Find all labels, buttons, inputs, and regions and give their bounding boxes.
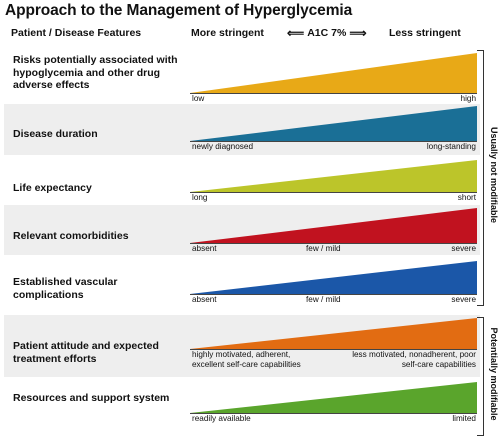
tick-middle: few / mild: [306, 295, 341, 304]
wedge-polygon: [190, 318, 477, 349]
row-label: Disease duration: [13, 128, 98, 140]
wedge-bar: [190, 382, 477, 413]
wedge-bar: [190, 208, 477, 243]
a1c-header: ⟸ A1C 7% ⟹: [287, 27, 367, 39]
tick-end: severe: [451, 244, 476, 253]
group-bracket-not-modifiable: [477, 50, 484, 306]
baseline: [190, 141, 477, 142]
less-stringent-header: Less stringent: [389, 27, 461, 39]
tick-start: low: [192, 94, 205, 103]
tick-start: newly diagnosed: [192, 142, 253, 151]
wedge-bar: [190, 261, 477, 294]
feature-row-hypoglycemia-risk: Risks potentially associated with hypogl…: [4, 45, 480, 103]
wedge-shape: [190, 261, 477, 294]
wedge-polygon: [190, 106, 477, 141]
tick-end: severe: [451, 295, 476, 304]
tick-middle: few / mild: [306, 244, 341, 253]
tick-start: absent: [192, 244, 217, 253]
tick-end: limited: [452, 414, 476, 423]
left-double-arrow-icon: ⟸: [287, 26, 305, 40]
row-label: Resources and support system: [13, 392, 170, 404]
wedge-shape: [190, 160, 477, 192]
baseline: [190, 294, 477, 295]
feature-row-vascular-complications: Established vascular complications absen…: [4, 256, 480, 306]
wedge-polygon: [190, 53, 477, 93]
feature-row-comorbidities: Relevant comorbidities absent few / mild…: [4, 205, 480, 255]
feature-row-life-expectancy: Life expectancy long short: [4, 156, 480, 204]
wedge-bar: [190, 106, 477, 141]
wedge-polygon: [190, 160, 477, 192]
row-label: Life expectancy: [13, 182, 92, 194]
wedge-shape: [190, 106, 477, 141]
tick-end: less motivated, nonadherent, poor self-c…: [352, 350, 476, 369]
side-label-modifiable: Potentially modifiable: [489, 327, 499, 421]
baseline: [190, 243, 477, 244]
baseline: [190, 93, 477, 94]
row-label: Risks potentially associated with hypogl…: [13, 54, 178, 91]
wedge-shape: [190, 53, 477, 93]
tick-end: long-standing: [426, 142, 476, 151]
diagram-title: Approach to the Management of Hyperglyce…: [5, 2, 353, 19]
wedge-bar: [190, 53, 477, 93]
row-label: Established vascular complications: [13, 276, 118, 301]
wedge-shape: [190, 318, 477, 349]
row-label: Relevant comorbidities: [13, 230, 129, 242]
feature-row-patient-attitude: Patient attitude and expected treatment …: [4, 315, 480, 377]
feature-row-resources-support: Resources and support system readily ava…: [4, 378, 480, 434]
group-bracket-modifiable: [477, 317, 484, 436]
wedge-shape: [190, 208, 477, 243]
side-label-not-modifiable: Usually not modifiable: [489, 126, 499, 223]
wedge-polygon: [190, 208, 477, 243]
wedge-polygon: [190, 382, 477, 413]
features-column-header: Patient / Disease Features: [11, 27, 142, 39]
tick-start: highly motivated, adherent, excellent se…: [192, 350, 301, 369]
tick-start: readily available: [192, 414, 251, 423]
tick-start: absent: [192, 295, 217, 304]
wedge-polygon: [190, 261, 477, 294]
tick-end: high: [460, 94, 476, 103]
feature-row-disease-duration: Disease duration newly diagnosed long-st…: [4, 104, 480, 155]
tick-end: short: [457, 193, 476, 202]
more-stringent-header: More stringent: [191, 27, 264, 39]
a1c-target-label: A1C 7%: [307, 27, 347, 39]
wedge-bar: [190, 160, 477, 192]
baseline: [190, 413, 477, 414]
row-label: Patient attitude and expected treatment …: [13, 340, 159, 365]
baseline: [190, 349, 477, 350]
wedge-bar: [190, 318, 477, 349]
tick-start: long: [192, 193, 208, 202]
baseline: [190, 192, 477, 193]
wedge-shape: [190, 382, 477, 413]
right-double-arrow-icon: ⟹: [349, 26, 367, 40]
